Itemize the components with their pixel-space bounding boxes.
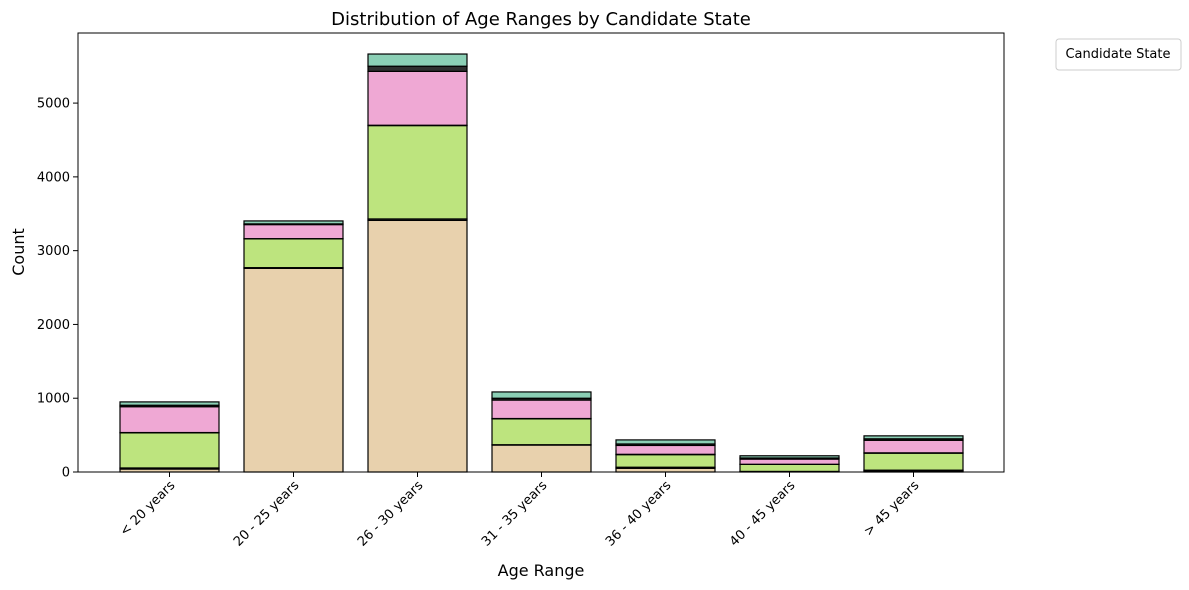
legend: Candidate State: [1055, 38, 1182, 71]
bar-segment: [243, 220, 344, 225]
y-tick-label: 3000: [37, 244, 70, 259]
chart-title: Distribution of Age Ranges by Candidate …: [331, 9, 751, 30]
bar-segment: [615, 454, 716, 468]
bar-segment: [615, 439, 716, 445]
bar-segment: [739, 458, 840, 465]
y-tick-label: 0: [62, 466, 70, 481]
x-axis-label: Age Range: [498, 561, 585, 580]
bar-segment: [863, 439, 964, 454]
bar-segment: [491, 399, 592, 420]
x-tick-label: > 45 years: [861, 478, 922, 539]
bar-segment: [863, 435, 964, 440]
bar-segment: [739, 455, 840, 459]
y-tick-label: 2000: [37, 318, 70, 333]
bar-segment: [367, 53, 468, 67]
y-axis: 0 1000 2000 3000 4000 5000: [37, 97, 78, 481]
x-tick-label: 40 - 45 years: [727, 478, 799, 550]
legend-box: [1055, 38, 1182, 71]
y-axis-label: Count: [9, 228, 28, 276]
bars-layer: [119, 53, 964, 473]
bar-segment: [367, 124, 468, 220]
bar-segment: [367, 70, 468, 126]
bar-segment: [119, 406, 220, 434]
y-tick-label: 1000: [37, 392, 70, 407]
x-tick-label: 31 - 35 years: [479, 478, 551, 550]
bar-segment: [119, 432, 220, 469]
bar-segment: [491, 444, 592, 473]
x-tick-label: < 20 years: [117, 478, 178, 539]
x-tick-label: 26 - 30 years: [355, 478, 427, 550]
y-tick-label: 4000: [37, 170, 70, 185]
bar-segment: [491, 391, 592, 399]
x-tick-label: 20 - 25 years: [231, 478, 303, 550]
bar-segment: [863, 452, 964, 471]
x-axis: < 20 years 20 - 25 years 26 - 30 years 31 -…: [117, 472, 922, 550]
bar-segment: [491, 418, 592, 446]
bar-segment: [367, 219, 468, 473]
legend-title: Candidate State: [1065, 47, 1170, 62]
bar-segment: [615, 444, 716, 455]
bar-segment: [739, 463, 840, 473]
bar-segment: [119, 401, 220, 406]
x-tick-label: 36 - 40 years: [603, 478, 675, 550]
bar-segment: [243, 267, 344, 473]
bar-segment: [367, 65, 468, 72]
bar-segment: [243, 238, 344, 269]
y-tick-label: 5000: [37, 97, 70, 112]
bar-segment: [243, 224, 344, 240]
